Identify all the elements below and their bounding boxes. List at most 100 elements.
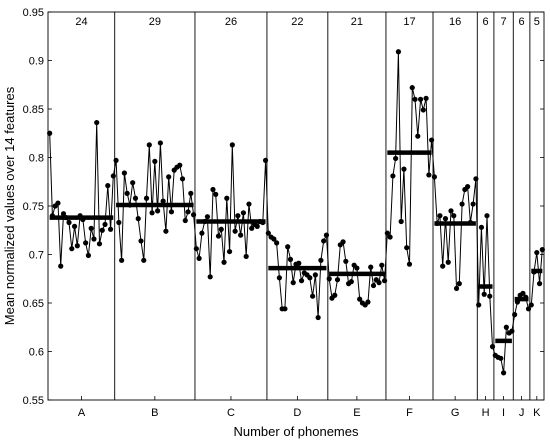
- data-point: [473, 176, 479, 182]
- data-point: [102, 221, 108, 228]
- data-point: [298, 278, 305, 284]
- data-point: [71, 223, 78, 229]
- data-point: [434, 220, 440, 227]
- data-point: [132, 195, 139, 201]
- data-point: [221, 259, 227, 265]
- data-point: [243, 253, 249, 260]
- data-point: [193, 246, 199, 252]
- data-point: [489, 344, 496, 350]
- data-point: [437, 213, 443, 219]
- group-count-label: 26: [225, 16, 237, 28]
- data-point: [113, 157, 119, 164]
- y-axis-label: Mean normalized values over 14 features: [2, 86, 17, 325]
- data-point: [199, 230, 205, 236]
- x-tick-label: K: [533, 407, 541, 419]
- data-point: [83, 240, 89, 246]
- data-point: [531, 269, 537, 275]
- group-count-label: 16: [449, 16, 461, 28]
- data-point: [88, 225, 94, 231]
- data-point: [69, 246, 75, 252]
- data-point: [138, 238, 144, 244]
- data-point: [393, 155, 399, 162]
- data-point: [412, 96, 418, 102]
- data-point: [348, 279, 354, 285]
- data-point: [315, 314, 321, 321]
- group-count-label: 17: [403, 16, 415, 28]
- data-point: [63, 215, 69, 221]
- data-point: [334, 277, 341, 283]
- data-point: [534, 249, 540, 256]
- data-point: [370, 282, 377, 289]
- data-point: [381, 278, 388, 284]
- y-tick-label: 0.95: [23, 7, 44, 19]
- data-point: [107, 226, 114, 232]
- data-point: [512, 312, 518, 318]
- data-point: [445, 259, 451, 265]
- data-point: [177, 162, 183, 168]
- data-point: [149, 210, 155, 216]
- data-point: [77, 213, 83, 219]
- x-tick-label: B: [151, 407, 158, 419]
- data-point: [185, 209, 191, 215]
- data-point: [376, 280, 382, 286]
- data-point: [509, 328, 515, 334]
- data-point: [226, 248, 233, 255]
- data-point: [130, 180, 136, 186]
- data-point: [229, 142, 235, 148]
- y-tick-label: 0.7: [29, 250, 44, 262]
- group-count-label: 29: [149, 16, 161, 28]
- y-tick-label: 0.85: [23, 104, 44, 116]
- y-tick-label: 0.75: [23, 201, 44, 213]
- data-point: [321, 238, 327, 244]
- data-point: [274, 240, 280, 246]
- data-point: [523, 294, 529, 300]
- data-point: [202, 218, 208, 225]
- data-point: [287, 256, 294, 262]
- data-point: [265, 230, 271, 236]
- data-point: [207, 274, 213, 280]
- data-point: [166, 174, 172, 180]
- data-point: [340, 239, 346, 245]
- data-point: [196, 255, 202, 261]
- data-point: [224, 195, 230, 201]
- data-point: [467, 219, 473, 226]
- data-point: [254, 223, 260, 229]
- data-point: [127, 202, 133, 208]
- data-point: [459, 201, 465, 207]
- x-tick-label: J: [519, 407, 525, 419]
- data-point: [354, 265, 360, 271]
- data-point: [204, 214, 211, 220]
- data-point: [326, 276, 332, 282]
- data-point: [190, 212, 197, 218]
- data-point: [478, 224, 485, 230]
- data-point: [210, 186, 216, 193]
- data-point: [124, 190, 130, 196]
- data-point: [539, 247, 545, 253]
- y-tick-label: 0.55: [23, 395, 44, 407]
- data-point: [323, 232, 330, 238]
- data-point: [431, 174, 437, 180]
- data-point: [58, 263, 64, 269]
- x-tick-label: A: [78, 407, 86, 419]
- x-axis-label: Number of phonemes: [233, 424, 359, 439]
- data-point: [503, 324, 509, 330]
- data-point: [318, 257, 324, 263]
- data-point: [395, 49, 402, 55]
- data-point: [429, 137, 435, 143]
- data-point: [465, 184, 471, 190]
- group-count-label: 22: [291, 16, 303, 28]
- data-point: [152, 158, 158, 164]
- data-point: [157, 140, 163, 146]
- data-point: [85, 252, 92, 259]
- data-point: [310, 293, 316, 299]
- data-point: [271, 236, 277, 242]
- data-point: [80, 216, 86, 223]
- data-point: [60, 211, 67, 217]
- data-point: [290, 280, 296, 286]
- data-point: [343, 258, 349, 264]
- data-point: [188, 190, 194, 196]
- data-point: [282, 306, 288, 312]
- data-point: [520, 290, 526, 296]
- data-point: [91, 236, 97, 242]
